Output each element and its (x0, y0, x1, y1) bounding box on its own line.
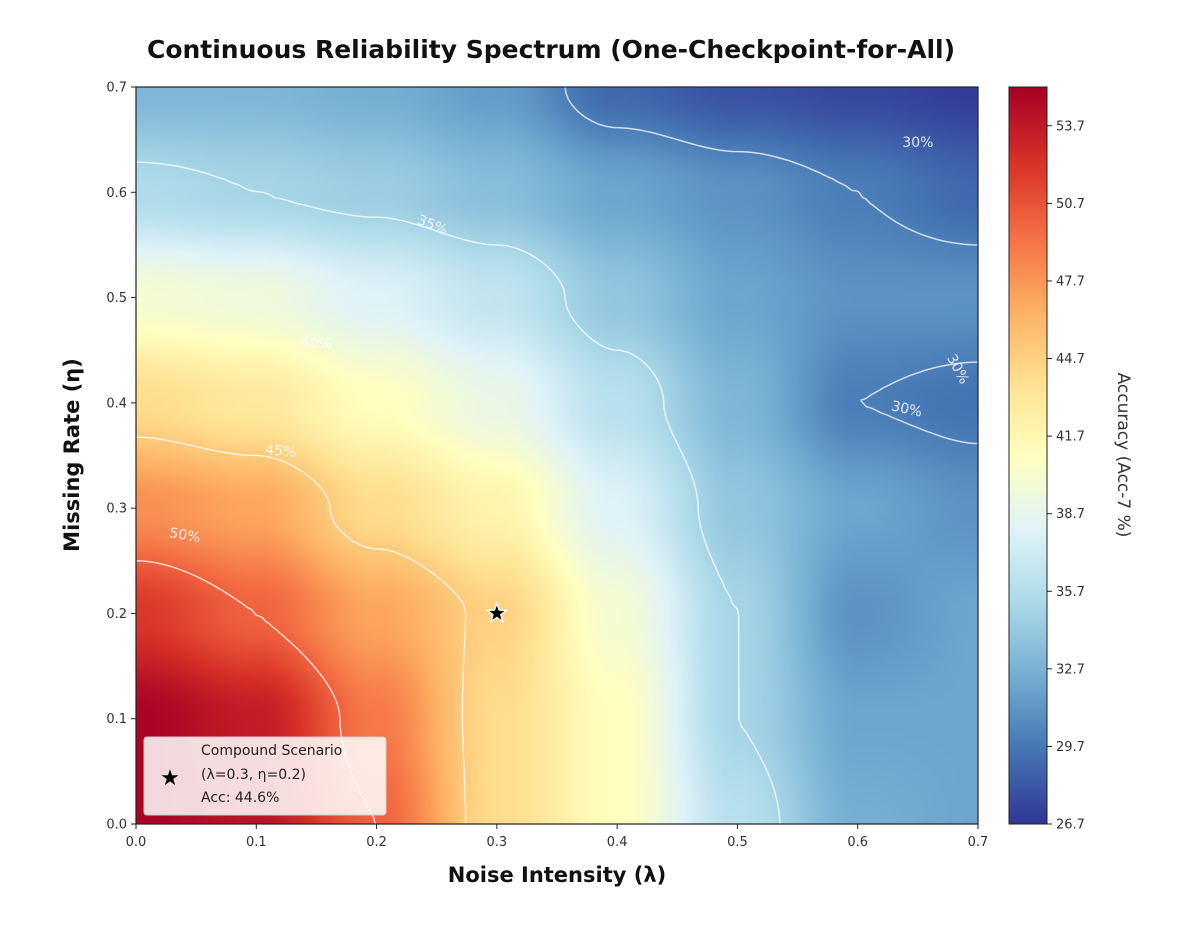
y-tick-label: 0.2 (106, 607, 127, 622)
colorbar-gradient (1008, 86, 1048, 825)
legend-box (143, 736, 387, 816)
contour-line-30 (564, 87, 978, 445)
legend: ★ Compound Scenario (λ=0.3, η=0.2) Acc: … (143, 736, 387, 816)
contour-label-0: 30% (902, 135, 933, 151)
x-tick-label: 0.2 (366, 835, 387, 850)
x-tick-label: 0.4 (607, 835, 628, 850)
contour-line-45 (136, 436, 467, 824)
legend-line-3: Acc: 44.6% (201, 790, 279, 806)
colorbar-tick-label: 44.7 (1056, 352, 1085, 367)
compound-scenario-marker-layer (485, 601, 509, 624)
colorbar: 53.7 50.7 47.7 44.7 41.7 38.7 35.7 32.7 29.7 26.7… (1008, 86, 1133, 833)
star-icon: ★ (160, 766, 180, 791)
y-tick-label: 0.3 (106, 502, 127, 517)
x-tick-label: 0.5 (727, 835, 748, 850)
colorbar-tick-label: 53.7 (1056, 119, 1085, 134)
colorbar-label: Accuracy (Acc-7 %) (1113, 373, 1133, 538)
y-tick-label: 0.6 (106, 186, 127, 201)
contour-label-5: 45% (264, 442, 296, 461)
x-axis: 0.0 0.1 0.2 0.3 0.4 0.5 0.6 0.7 (126, 824, 989, 850)
y-tick-label: 0.7 (106, 81, 127, 96)
y-tick-label: 0.5 (106, 291, 127, 306)
contour-line-35 (136, 161, 781, 824)
colorbar-tick-label: 26.7 (1056, 818, 1085, 833)
x-tick-label: 0.1 (246, 835, 267, 850)
x-tick-label: 0.7 (968, 835, 989, 850)
contour-labels: 30%30%30%35%40%45%50% (168, 135, 972, 546)
contour-label-1: 30% (890, 398, 924, 420)
compound-scenario-star-marker (485, 601, 509, 624)
x-tick-label: 0.0 (126, 835, 147, 850)
contour-label-4: 40% (301, 336, 332, 352)
colorbar-tick-label: 50.7 (1056, 197, 1085, 212)
colorbar-ticks: 53.7 50.7 47.7 44.7 41.7 38.7 35.7 32.7 29.7 26.7 (1047, 119, 1085, 833)
colorbar-tick-label: 38.7 (1056, 507, 1085, 522)
colorbar-tick-label: 47.7 (1056, 274, 1085, 289)
y-tick-label: 0.0 (106, 818, 127, 833)
x-axis-label: Noise Intensity (λ) (448, 863, 666, 887)
contour-label-6: 50% (168, 525, 201, 546)
colorbar-tick-label: 29.7 (1056, 740, 1085, 755)
y-tick-label: 0.1 (106, 712, 127, 727)
x-tick-label: 0.3 (487, 835, 508, 850)
legend-line-1: Compound Scenario (201, 743, 342, 759)
chart-title: Continuous Reliability Spectrum (One-Che… (147, 35, 955, 64)
colorbar-tick-label: 41.7 (1056, 430, 1085, 445)
legend-line-2: (λ=0.3, η=0.2) (201, 767, 306, 783)
colorbar-tick-label: 35.7 (1056, 585, 1085, 600)
y-tick-label: 0.4 (106, 396, 127, 411)
y-axis-label: Missing Rate (η) (60, 358, 84, 552)
heatmap-surface (136, 87, 978, 824)
y-axis: 0.0 0.1 0.2 0.3 0.4 0.5 0.6 0.7 (106, 81, 136, 833)
plot-frame (135, 86, 979, 825)
colorbar-tick-label: 32.7 (1056, 662, 1085, 677)
x-tick-label: 0.6 (847, 835, 868, 850)
